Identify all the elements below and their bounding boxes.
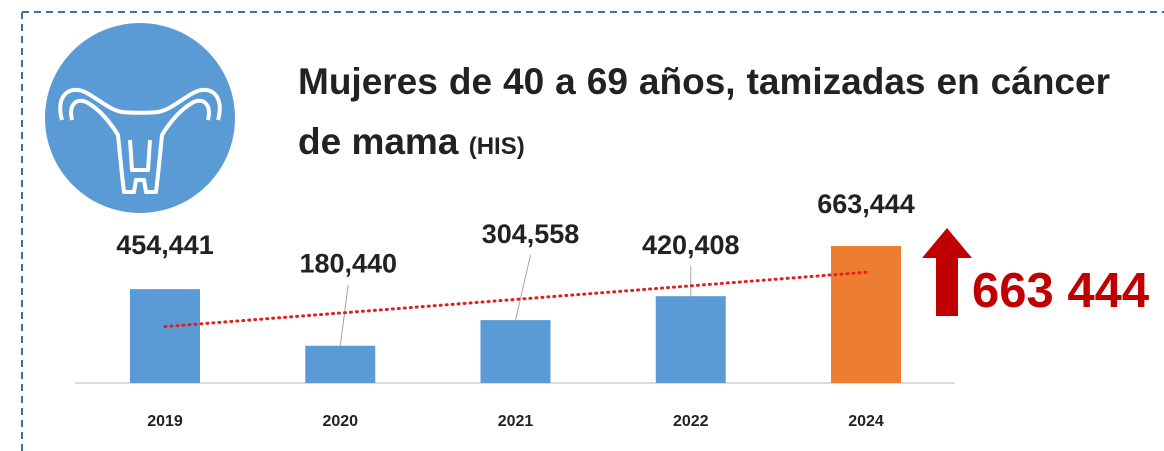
bar (831, 246, 901, 383)
bar (480, 320, 551, 383)
leader-line (339, 284, 349, 346)
x-tick-label: 2021 (498, 413, 534, 430)
arrow-shape (922, 228, 972, 316)
data-label: 304,558 (482, 219, 580, 249)
bar (305, 345, 376, 383)
leader-line (515, 254, 531, 321)
title-note: (HIS) (468, 133, 525, 160)
chart-title: Mujeres de 40 a 69 años, tamizadas en cá… (298, 52, 1110, 177)
bar (655, 296, 726, 383)
icon (45, 23, 235, 213)
x-tick-label: 2022 (673, 413, 709, 430)
title-text: Mujeres de 40 a 69 años, tamizadas en cá… (298, 61, 1110, 162)
x-tick-label: 2020 (322, 413, 358, 430)
annotation: 663 444 (972, 264, 1149, 318)
bar (130, 289, 200, 383)
x-tick-label: 2024 (848, 413, 884, 430)
data-label: 420,408 (642, 230, 740, 260)
data-label: 454,441 (116, 230, 214, 260)
data-label: 180,440 (299, 249, 397, 279)
arrow (922, 228, 972, 316)
data-label: 663,444 (817, 189, 915, 219)
x-tick-label: 2019 (147, 413, 183, 430)
